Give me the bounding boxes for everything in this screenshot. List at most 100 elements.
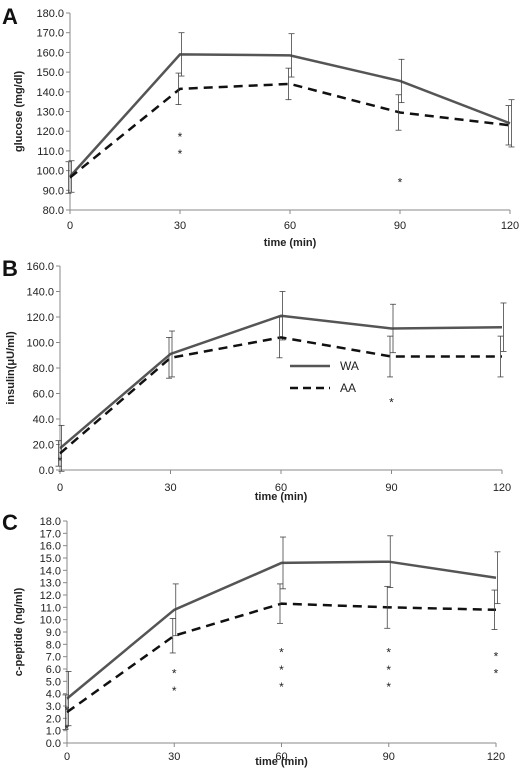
x-tick-label: 90 — [385, 482, 397, 494]
error-bar-aa — [166, 336, 172, 379]
panel-letter: C — [2, 510, 18, 535]
x-tick-label: 90 — [383, 751, 395, 763]
error-bar-aa — [169, 618, 176, 654]
y-tick-label: 80.0 — [33, 363, 54, 375]
significance-marker: * — [279, 663, 284, 677]
error-bar-wa — [288, 33, 295, 78]
legend-label-wa: WA — [340, 359, 359, 373]
y-tick-label: 10.0 — [40, 615, 61, 627]
significance-marker: * — [178, 147, 183, 161]
x-tick-label: 0 — [57, 482, 63, 494]
y-tick-label: 7.0 — [46, 652, 61, 664]
y-tick-label: 20.0 — [33, 440, 54, 452]
error-bar-wa — [280, 536, 286, 590]
y-tick-label: 6.0 — [46, 664, 61, 676]
y-tick-label: 16.0 — [40, 541, 61, 553]
y-tick-label: 8.0 — [46, 639, 61, 651]
y-tick-label: 100.0 — [36, 166, 64, 178]
y-tick-label: 3.0 — [46, 701, 61, 713]
significance-marker: * — [279, 680, 284, 694]
x-tick-label: 0 — [67, 220, 73, 232]
error-bar-aa — [277, 583, 283, 624]
y-tick-label: 140.0 — [36, 87, 64, 99]
significance-marker: * — [386, 646, 391, 660]
x-axis-title: time (min) — [264, 237, 317, 249]
y-axis-title: glucose (mg/dl) — [13, 71, 25, 153]
chart-panel-c: C0.01.02.03.04.05.06.07.08.09.010.011.01… — [2, 510, 505, 768]
legend-label-aa: AA — [340, 381, 356, 395]
significance-marker: * — [398, 175, 403, 189]
series-line-aa — [69, 82, 511, 179]
y-tick-label: 110.0 — [37, 146, 64, 158]
y-axis-title: insulin(μU/ml) — [5, 331, 17, 405]
y-tick-label: 40.0 — [33, 414, 54, 426]
y-tick-label: 13.0 — [40, 578, 61, 590]
error-bar-aa — [55, 440, 62, 467]
x-tick-label: 30 — [168, 751, 180, 763]
y-tick-label: 0.0 — [39, 465, 54, 477]
error-bar-wa — [65, 671, 72, 727]
error-bar-aa — [175, 72, 182, 106]
significance-marker: * — [389, 395, 394, 409]
y-tick-label: 14.0 — [40, 565, 61, 577]
x-tick-label: 60 — [275, 751, 287, 763]
error-bar-aa — [65, 161, 72, 194]
significance-marker: * — [386, 663, 391, 677]
series-line-aa — [66, 602, 497, 714]
series-line-wa — [59, 314, 503, 450]
error-bar-wa — [390, 303, 396, 354]
x-tick-label: 30 — [174, 220, 186, 232]
error-bar-aa — [491, 589, 498, 630]
y-tick-label: 120.0 — [36, 126, 64, 138]
panel-letter: A — [2, 4, 18, 29]
y-tick-label: 17.0 — [40, 528, 61, 540]
error-bar-wa — [58, 424, 65, 472]
error-bar-wa — [508, 99, 515, 148]
chart-panel-b: B 0.0 20.0 40.0 60.0 80.0 100.0 120.0 140.0 160.0… — [2, 256, 511, 503]
y-tick-label: 160.0 — [26, 261, 54, 273]
error-bar-wa — [387, 535, 394, 588]
y-tick-label: 130.0 — [36, 107, 64, 119]
error-bar-aa — [497, 335, 504, 378]
y-tick-label: 4.0 — [46, 689, 61, 701]
series-line-wa — [66, 560, 497, 700]
y-tick-label: 2.0 — [46, 713, 61, 725]
y-tick-label: 18.0 — [40, 516, 61, 528]
significance-marker: * — [279, 646, 284, 660]
error-bar-aa — [384, 585, 391, 629]
error-bar-wa — [169, 330, 175, 378]
y-tick-label: 15.0 — [40, 553, 61, 565]
error-bar-aa — [285, 67, 292, 101]
significance-marker: * — [65, 722, 70, 736]
x-tick-label: 30 — [164, 482, 176, 494]
significance-marker: * — [65, 704, 70, 718]
y-tick-label: 150.0 — [36, 67, 64, 79]
x-tick-label: 0 — [64, 751, 70, 763]
y-tick-label: 90.0 — [43, 185, 64, 197]
y-tick-label: 0.0 — [46, 738, 61, 750]
x-tick-label: 90 — [394, 220, 406, 232]
error-bar-aa — [505, 105, 512, 146]
series-line-wa — [69, 53, 511, 178]
y-tick-label: 9.0 — [46, 627, 61, 639]
significance-marker: * — [172, 667, 177, 681]
x-tick-label: 60 — [284, 220, 296, 232]
error-bar-wa — [494, 551, 501, 605]
x-tick-label: 120 — [501, 220, 519, 232]
series-line-aa — [59, 336, 502, 455]
significance-marker: * — [386, 680, 391, 694]
error-bar-wa — [500, 302, 507, 352]
legend: WA AA — [290, 359, 359, 395]
error-bar-aa — [276, 316, 283, 359]
error-bar-wa — [279, 291, 286, 341]
y-tick-label: 120.0 — [26, 312, 54, 324]
y-axis-title: c-peptide (ng/ml) — [13, 587, 25, 676]
y-tick-label: 60.0 — [33, 389, 54, 401]
significance-marker: * — [178, 130, 183, 144]
x-axis-title: time (min) — [255, 756, 308, 768]
x-tick-label: 120 — [487, 751, 505, 763]
error-bar-aa — [387, 335, 393, 378]
y-tick-label: 12.0 — [40, 590, 61, 602]
y-tick-label: 1.0 — [46, 726, 61, 738]
